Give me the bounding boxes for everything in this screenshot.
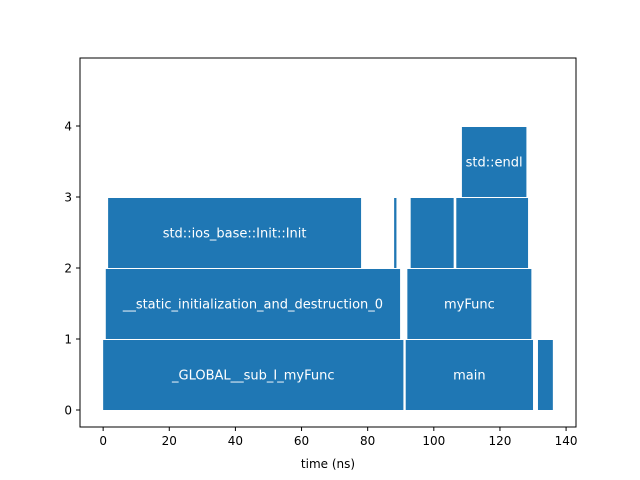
x-tick-label-7: 140 xyxy=(555,434,578,448)
y-tick-label-0: 0 xyxy=(64,404,72,418)
x-tick-label-6: 120 xyxy=(488,434,511,448)
bar-label-5: std::ios_base::Init::Init xyxy=(163,227,307,242)
x-tick-label-2: 40 xyxy=(228,434,243,448)
bar-1 xyxy=(405,340,534,410)
plot-frame xyxy=(79,57,577,428)
x-axis-ticks: 0 20 40 60 80 100 120 140 xyxy=(99,427,578,448)
y-tick-label-3: 3 xyxy=(64,191,72,205)
bars-layer: _GLOBAL__sub_I_myFunc main __static_initia… xyxy=(103,127,553,410)
y-tick-label-4: 4 xyxy=(64,120,72,134)
bar-8 xyxy=(456,198,529,268)
y-axis-ticks: 0 1 2 3 4 xyxy=(64,120,80,418)
bar-6 xyxy=(394,198,397,268)
x-tick-label-5: 100 xyxy=(422,434,445,448)
y-tick-label-2: 2 xyxy=(64,262,72,276)
bar-label-1: main xyxy=(453,369,485,384)
bar-label-9: std::endl xyxy=(466,156,523,171)
bar-label-3: __static_initialization_and_destruction_… xyxy=(122,298,383,313)
bar-3 xyxy=(105,269,401,339)
bar-7 xyxy=(410,198,454,268)
x-axis-label: time (ns) xyxy=(301,457,355,471)
x-tick-label-4: 80 xyxy=(360,434,375,448)
x-tick-label-1: 20 xyxy=(162,434,177,448)
bar-label-4: myFunc xyxy=(444,298,495,313)
y-tick-label-1: 1 xyxy=(64,333,72,347)
x-tick-label-3: 60 xyxy=(294,434,309,448)
bar-2 xyxy=(537,340,553,410)
bar-5 xyxy=(108,198,362,268)
bar-4 xyxy=(407,269,532,339)
x-tick-label-0: 0 xyxy=(99,434,107,448)
bar-0 xyxy=(103,340,404,410)
bar-label-0: _GLOBAL__sub_I_myFunc xyxy=(171,369,335,384)
bar-9 xyxy=(461,127,527,197)
